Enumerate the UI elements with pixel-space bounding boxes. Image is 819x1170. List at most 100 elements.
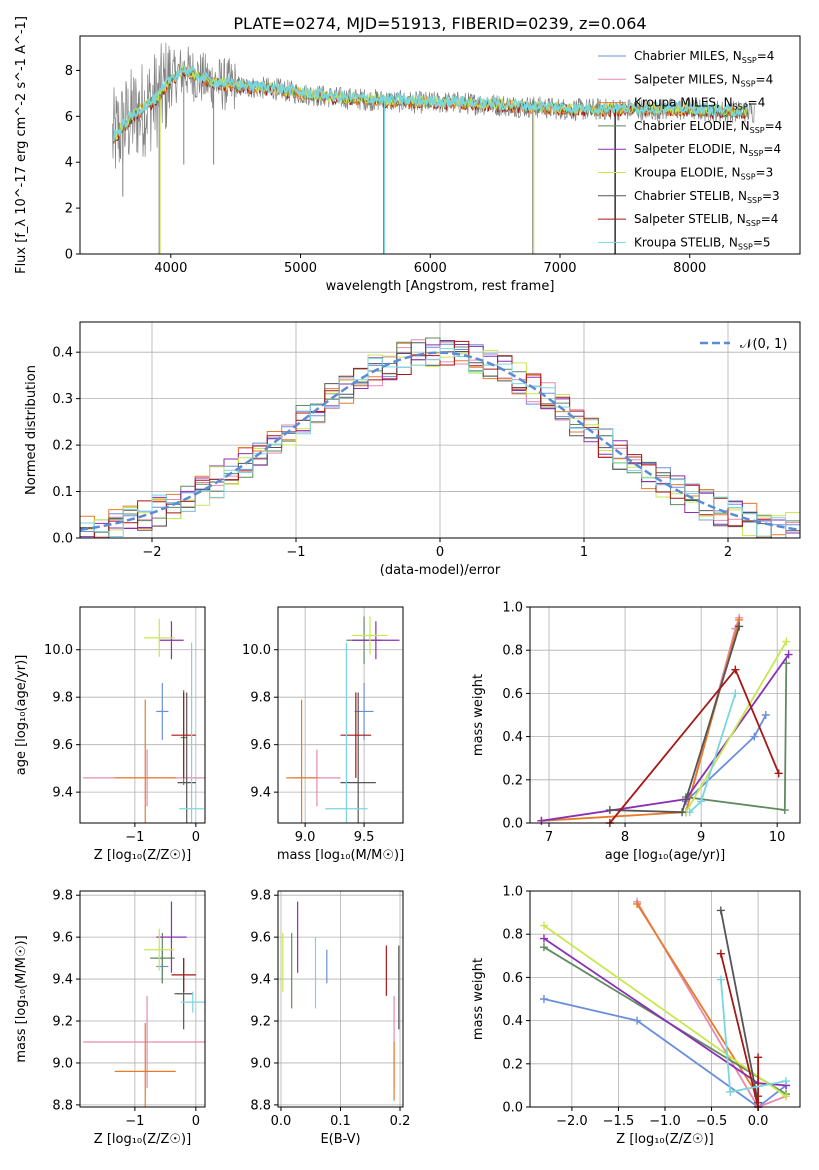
y-tick-label: 0.8 (502, 928, 523, 943)
weight-marker (782, 1092, 791, 1101)
legend-label: Salpeter ELODIE, NSSP=4 (634, 142, 781, 158)
x-tick-label: −0.5 (696, 1114, 728, 1129)
axes-frame (277, 606, 404, 824)
axes-frame (529, 606, 801, 824)
legend-label: Kroupa ELODIE, NSSP=3 (634, 166, 773, 182)
weight-marker (750, 732, 759, 741)
x-axis-label: wavelength [Angstrom, rest frame] (326, 279, 555, 294)
y-axis-label: mass weight (471, 958, 486, 1040)
x-tick-label: 4000 (154, 261, 187, 276)
figure-title: PLATE=0274, MJD=51913, FIBERID=0239, z=0… (233, 14, 646, 33)
y-tick-label: 10.0 (242, 643, 271, 658)
weight-marker (782, 637, 791, 646)
y-tick-label: 9.6 (250, 738, 271, 753)
y-tick-label: 9.8 (52, 889, 73, 904)
mass_vs_ebv-chart: 0.0 0.1 0.2 8.8 9.0 9.2 9.4 9.6 9.8 E(B-V) (250, 889, 410, 1147)
legend-label: Kroupa STELIB, NSSP=5 (634, 235, 771, 251)
y-tick-label: 9.4 (250, 786, 271, 801)
y-tick-label: 0.2 (502, 1057, 523, 1072)
y-tick-label: 1.0 (502, 601, 523, 616)
weight-marker (539, 934, 548, 943)
histogram-kroupa_stelib (80, 348, 800, 538)
y-tick-label: 9.0 (250, 1056, 271, 1071)
weight-line-chabrier_miles (543, 998, 787, 1109)
weight-marker (539, 943, 548, 952)
weight-line-kroupa_elodie (685, 641, 788, 813)
axes-frame (79, 606, 206, 824)
x-tick-label: −2 (142, 545, 161, 560)
x-tick-label: 0 (436, 545, 444, 560)
weight-marker (731, 665, 740, 674)
y-axis-label: mass [log₁₀(M/M☉)] (14, 935, 29, 1062)
axes-frame (79, 890, 206, 1108)
x-tick-label: −1 (125, 830, 144, 845)
x-tick-label: 7 (545, 830, 553, 845)
y-tick-label: 2 (65, 202, 73, 217)
age_vs_z-chart: −1 0 9.4 9.6 9.8 10.0 Z [log₁₀(Z/Z☉)] age [log₁… (14, 606, 206, 863)
spectrum-chart: 4000 5000 6000 7000 8000 0 2 4 6 8 wavelength [Ang… (14, 16, 801, 294)
y-tick-label: 0.1 (52, 485, 73, 500)
legend-label: Chabrier ELODIE, NSSP=4 (634, 119, 782, 135)
weight-line-kroupa_elodie (543, 924, 787, 1097)
weight-marker (716, 975, 725, 984)
weight-marker (754, 1053, 763, 1062)
x-axis-label: E(B-V) (320, 1132, 360, 1147)
legend-label: Kroupa MILES, NSSP=4 (634, 96, 765, 112)
weight-marker (697, 797, 706, 806)
x-axis-label: Z [log₁₀(Z/Z☉)] (94, 848, 191, 863)
normal-curve (80, 351, 800, 532)
x-tick-label: 8 (621, 830, 629, 845)
x-tick-label: −1.5 (603, 1114, 635, 1129)
y-tick-label: 9.4 (52, 973, 73, 988)
model-spectrum-kroupa_stelib (112, 64, 749, 142)
weight-marker (539, 921, 548, 930)
weight-marker (633, 1016, 642, 1025)
age_vs_mass-data (286, 616, 400, 823)
mass_vs_ebv-data (282, 901, 400, 1101)
y-tick-label: 0.4 (52, 346, 73, 361)
weight-marker (726, 1087, 735, 1096)
y-tick-label: 0.3 (52, 392, 73, 407)
x-tick-label: 0.0 (748, 1114, 769, 1129)
mass_vs_z-data (83, 901, 205, 1107)
weight-marker (780, 806, 789, 815)
x-tick-label: 8000 (673, 261, 706, 276)
x-axis-label: Z [log₁₀(Z/Z☉)] (94, 1132, 191, 1147)
x-tick-label: 0.0 (271, 1114, 292, 1129)
weight-marker (605, 806, 614, 815)
weight-marker (735, 622, 744, 631)
x-tick-label: 0 (192, 1114, 200, 1129)
y-axis-label: Normed distribution (24, 365, 39, 495)
weight-marker (782, 1077, 791, 1086)
y-tick-label: 9.4 (52, 786, 73, 801)
x-axis-label: mass [log₁₀(M/M☉)] (277, 848, 404, 863)
residuals-data (80, 337, 800, 538)
weight-marker (716, 949, 725, 958)
age_vs_z-data (83, 618, 205, 823)
legend-label: Chabrier MILES, NSSP=4 (634, 49, 774, 65)
weight-line-chabrier_stelib (609, 626, 741, 814)
y-tick-label: 9.2 (250, 1015, 271, 1030)
weight_vs_z-chart: −2.0 −1.5 −1.0 −0.5 0.0 0.0 0.2 0.4 0.6 0.8 1.0 Z [… (471, 885, 801, 1147)
weight-marker (782, 659, 791, 668)
x-tick-label: 9.0 (295, 830, 316, 845)
x-tick-label: 1 (580, 545, 588, 560)
y-tick-label: 0.0 (502, 817, 523, 832)
weight-marker (761, 711, 770, 719)
x-tick-label: −2.0 (556, 1114, 588, 1129)
y-tick-label: 0.2 (52, 439, 73, 454)
x-tick-label: 2 (724, 545, 732, 560)
mass_vs_z-chart: −1 0 8.8 9.0 9.2 9.4 9.6 9.8 Z [log₁₀(Z/Z☉)] mass… (14, 889, 206, 1147)
weight_vs_age-chart: 7 8 9 10 0.0 0.2 0.4 0.6 0.8 1.0 age [log₁₀(age/yr… (471, 601, 801, 863)
y-tick-label: 0.6 (502, 687, 523, 702)
y-tick-label: 0.4 (502, 730, 523, 745)
x-axis-label: age [log₁₀(age/yr)] (605, 848, 726, 863)
x-axis-label: (data-model)/error (380, 563, 501, 578)
y-tick-label: 1.0 (502, 885, 523, 900)
weight-marker (731, 689, 740, 698)
age_vs_mass-chart: 9.0 9.5 9.4 9.6 9.8 10.0 mass [log₁₀(M/M☉)] (242, 606, 404, 863)
weight-marker (537, 816, 546, 825)
weight-marker (633, 899, 642, 908)
legend-label: Salpeter STELIB, NSSP=4 (634, 212, 778, 228)
